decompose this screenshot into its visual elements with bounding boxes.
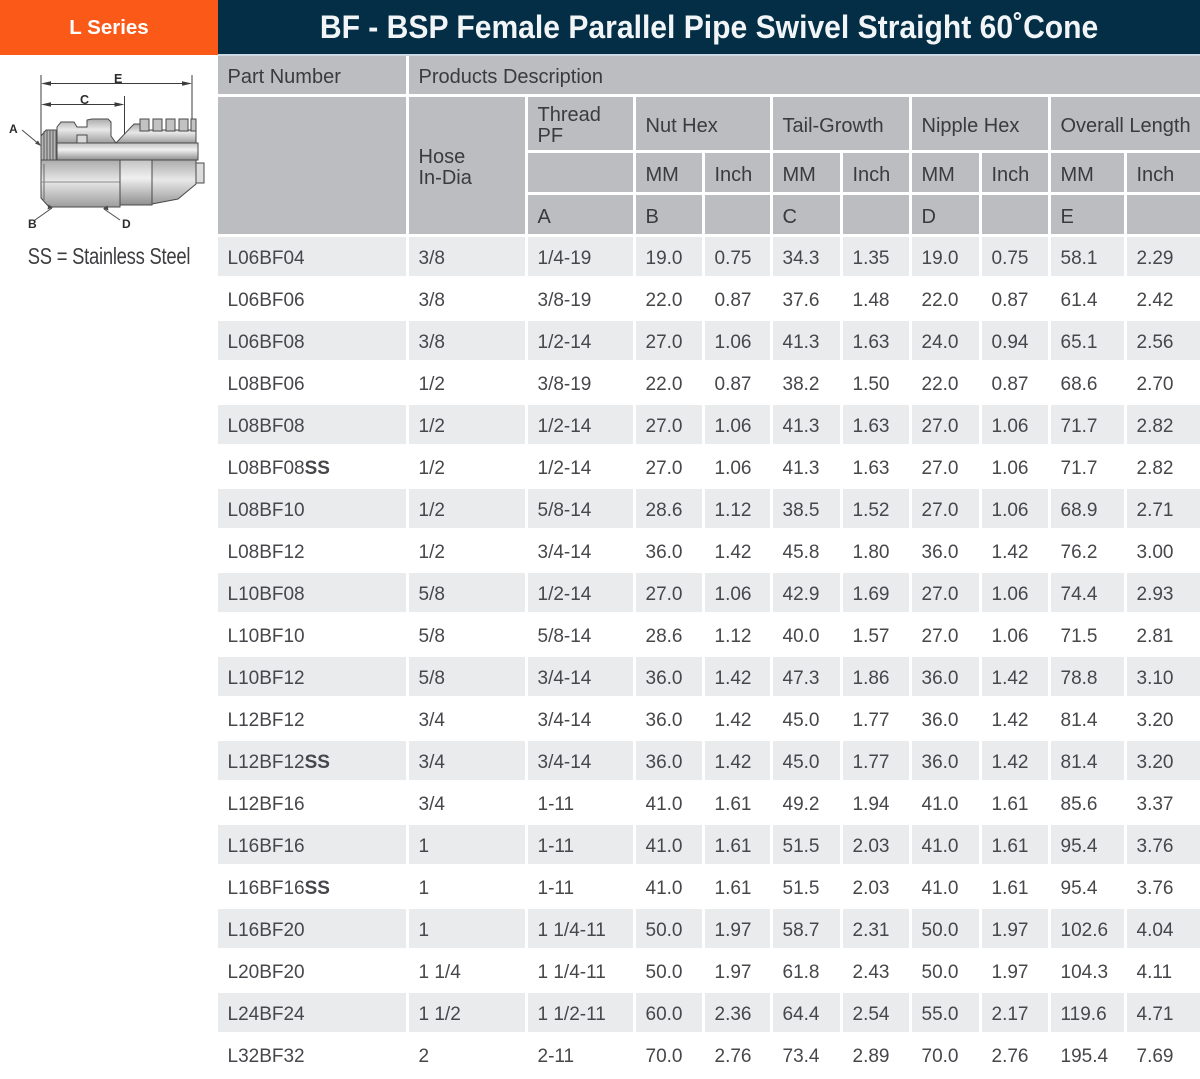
svg-text:D: D (122, 217, 131, 231)
svg-text:B: B (28, 217, 37, 231)
svg-text:C: C (80, 93, 89, 107)
svg-text:A: A (9, 122, 18, 136)
svg-text:E: E (114, 72, 122, 86)
